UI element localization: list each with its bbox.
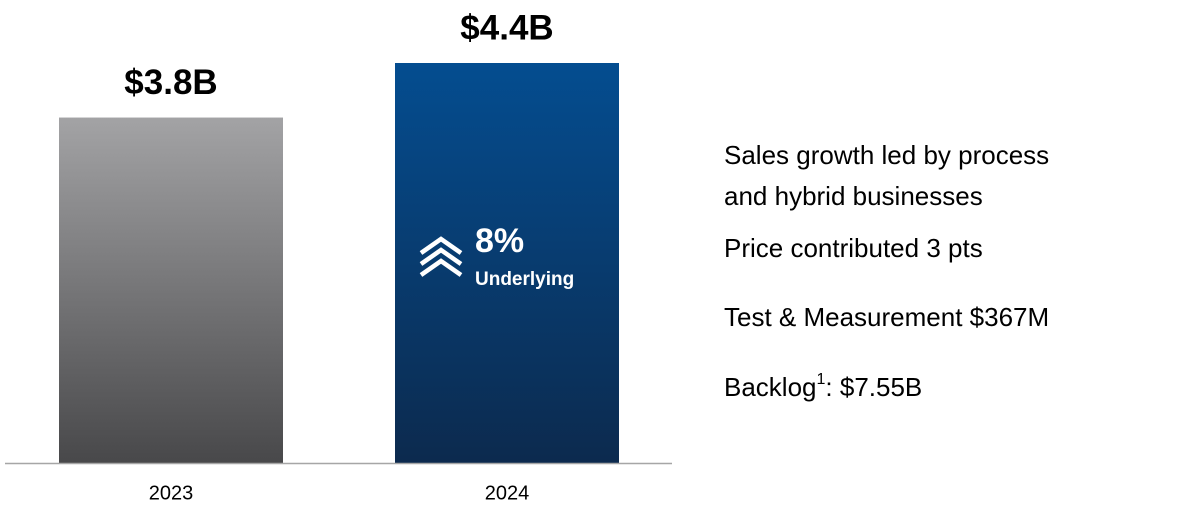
value-label: $3.8B xyxy=(124,63,217,102)
note: Backlog1: $7.55B xyxy=(724,371,922,402)
growth-value: 8% xyxy=(475,222,524,260)
note-text: Backlog xyxy=(724,372,817,402)
growth-label: Underlying xyxy=(475,269,574,290)
x-tick-label: 2023 xyxy=(149,482,194,504)
chevron-icon xyxy=(419,236,463,277)
footnote-mark: 1 xyxy=(817,371,826,388)
note: Price contributed 3 pts xyxy=(724,233,983,263)
note-text: : $7.55B xyxy=(825,372,922,402)
bar xyxy=(59,117,283,463)
x-tick-label: 2024 xyxy=(485,482,530,504)
value-label: $4.4B xyxy=(460,8,553,47)
note: Sales growth led by process xyxy=(724,140,1049,170)
note: Test & Measurement $367M xyxy=(724,302,1049,332)
note: and hybrid businesses xyxy=(724,181,983,211)
bar xyxy=(395,63,619,463)
